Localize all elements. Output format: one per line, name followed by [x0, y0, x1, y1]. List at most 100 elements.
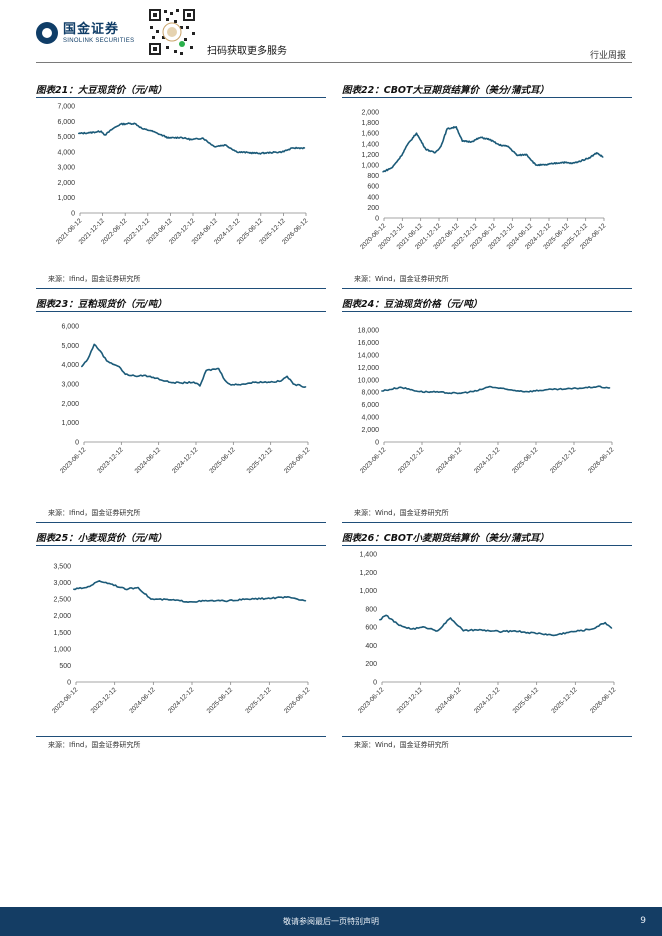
page-header: 国金证券 SINOLINK SECURITIES 扫码获取更多服务 行业周报	[0, 0, 662, 63]
data-point	[411, 628, 413, 630]
data-point	[507, 145, 509, 147]
figure-title-rule	[342, 97, 632, 98]
data-point	[596, 152, 598, 154]
y-tick-label: 200	[367, 205, 379, 212]
y-tick-label: 1,400	[359, 552, 377, 559]
data-point	[87, 358, 89, 360]
y-tick-label: 18,000	[358, 328, 380, 335]
y-tick-label: 1,000	[53, 646, 71, 653]
data-point	[507, 389, 509, 391]
x-tick-label: 2025-12-12	[549, 446, 578, 475]
figure-title-rule	[36, 545, 326, 546]
data-point	[281, 151, 283, 153]
x-tick-label: 2025-12-12	[244, 686, 273, 715]
data-point	[398, 624, 400, 626]
data-point	[470, 141, 473, 143]
data-point	[89, 132, 91, 134]
figure-bottom-rule	[36, 736, 326, 737]
figure-source: 来源：Wind，国金证券研究所	[354, 275, 449, 283]
y-tick-label: 400	[367, 194, 379, 201]
data-point	[609, 387, 611, 389]
data-point	[118, 366, 120, 368]
figure-source: 来源：Ifind，国金证券研究所	[48, 741, 141, 749]
figure-title: 图表21：大豆现货价（元/吨）	[36, 85, 167, 96]
data-point	[525, 153, 528, 155]
figure-24-panel: 图表24：豆油现货价格（元/吨） 0 2,000 4,000 6,000 8,000 10…	[342, 296, 632, 523]
data-point	[137, 586, 139, 589]
y-tick-label: 2,000	[361, 427, 379, 434]
data-point	[526, 391, 528, 393]
figure-23-panel: 图表23：豆粕现货价（元/吨） 0 1,000 2,000 3,000 4,000 5,0…	[36, 296, 326, 523]
data-point	[270, 152, 272, 154]
data-point	[292, 147, 294, 149]
figure-source: 来源：Wind，国金证券研究所	[354, 741, 449, 749]
data-point	[286, 375, 288, 377]
x-tick-label: 2023-12-12	[396, 686, 425, 715]
figure-title-rule	[342, 545, 632, 546]
y-tick-label: 2,500	[53, 597, 71, 604]
data-point	[449, 617, 452, 619]
data-point	[247, 598, 249, 600]
data-point	[602, 156, 604, 158]
data-point	[455, 126, 457, 128]
price-series-line	[379, 614, 613, 637]
y-tick-label: 2,000	[53, 613, 71, 620]
data-point	[475, 629, 477, 631]
data-point	[440, 145, 442, 147]
page-number: 9	[640, 916, 646, 926]
data-point	[191, 139, 193, 141]
price-series-line	[382, 126, 604, 173]
data-point	[424, 626, 426, 628]
data-point	[78, 132, 80, 135]
y-tick-label: 3,500	[53, 564, 71, 571]
data-point	[514, 630, 516, 632]
data-point	[218, 367, 220, 370]
data-point	[583, 387, 585, 389]
y-tick-label: 800	[365, 606, 377, 613]
x-tick-label: 2026-06-12	[589, 686, 618, 715]
data-point	[382, 171, 384, 173]
figure-bottom-rule	[36, 522, 326, 523]
figure-title-rule	[36, 97, 326, 98]
figure-title: 图表25：小麦现货价（元/吨）	[36, 533, 167, 544]
figure-bottom-rule	[342, 522, 632, 523]
figure-bottom-rule	[36, 288, 326, 289]
y-tick-label: 1,000	[57, 195, 75, 202]
data-point	[488, 386, 490, 388]
data-point	[604, 622, 606, 624]
cbot-wheat-futures-chart: 0 200 400 600 800 1,000 1,200 1,400 2023-06-12 20…	[357, 552, 618, 715]
data-point	[564, 388, 566, 390]
data-point	[553, 634, 555, 636]
data-point	[400, 386, 402, 388]
cbot-soybean-futures-chart: 0 200 400 600 800 1,000 1,200 1,400 1,600 1,800 2,…	[359, 110, 608, 251]
data-point	[305, 386, 307, 388]
y-tick-label: 2,000	[361, 110, 379, 117]
figure-source: 来源：Ifind，国金证券研究所	[48, 275, 141, 283]
x-tick-label: 2023-12-12	[397, 446, 426, 475]
y-tick-label: 1,500	[53, 630, 71, 637]
data-point	[93, 343, 95, 345]
data-point	[100, 130, 102, 132]
data-point	[180, 382, 182, 384]
data-point	[73, 588, 75, 590]
data-point	[247, 152, 249, 154]
data-point	[516, 154, 518, 157]
x-tick-label: 2023-06-12	[357, 686, 386, 715]
data-point	[124, 373, 126, 375]
data-point	[535, 164, 537, 166]
data-point	[230, 384, 232, 386]
qr-code-icon[interactable]	[146, 6, 198, 58]
data-point	[150, 598, 152, 600]
y-tick-label: 16,000	[358, 340, 380, 347]
data-point	[562, 161, 564, 163]
data-point	[143, 374, 145, 376]
data-point	[565, 632, 568, 634]
wheat-spot-price-chart: 0 500 1,000 1,500 2,000 2,500 3,000 3,500 2023-0…	[51, 564, 312, 715]
data-point	[142, 128, 144, 130]
y-tick-label: 4,000	[61, 362, 79, 369]
figure-26-panel: 图表26：CBOT小麦期货结算价（美分/蒲式耳） 0 200 400 600 800 1,…	[342, 530, 632, 755]
y-tick-label: 1,800	[361, 120, 379, 127]
y-tick-label: 4,000	[57, 149, 75, 156]
price-series-line	[381, 385, 610, 395]
y-tick-label: 1,000	[361, 163, 379, 170]
